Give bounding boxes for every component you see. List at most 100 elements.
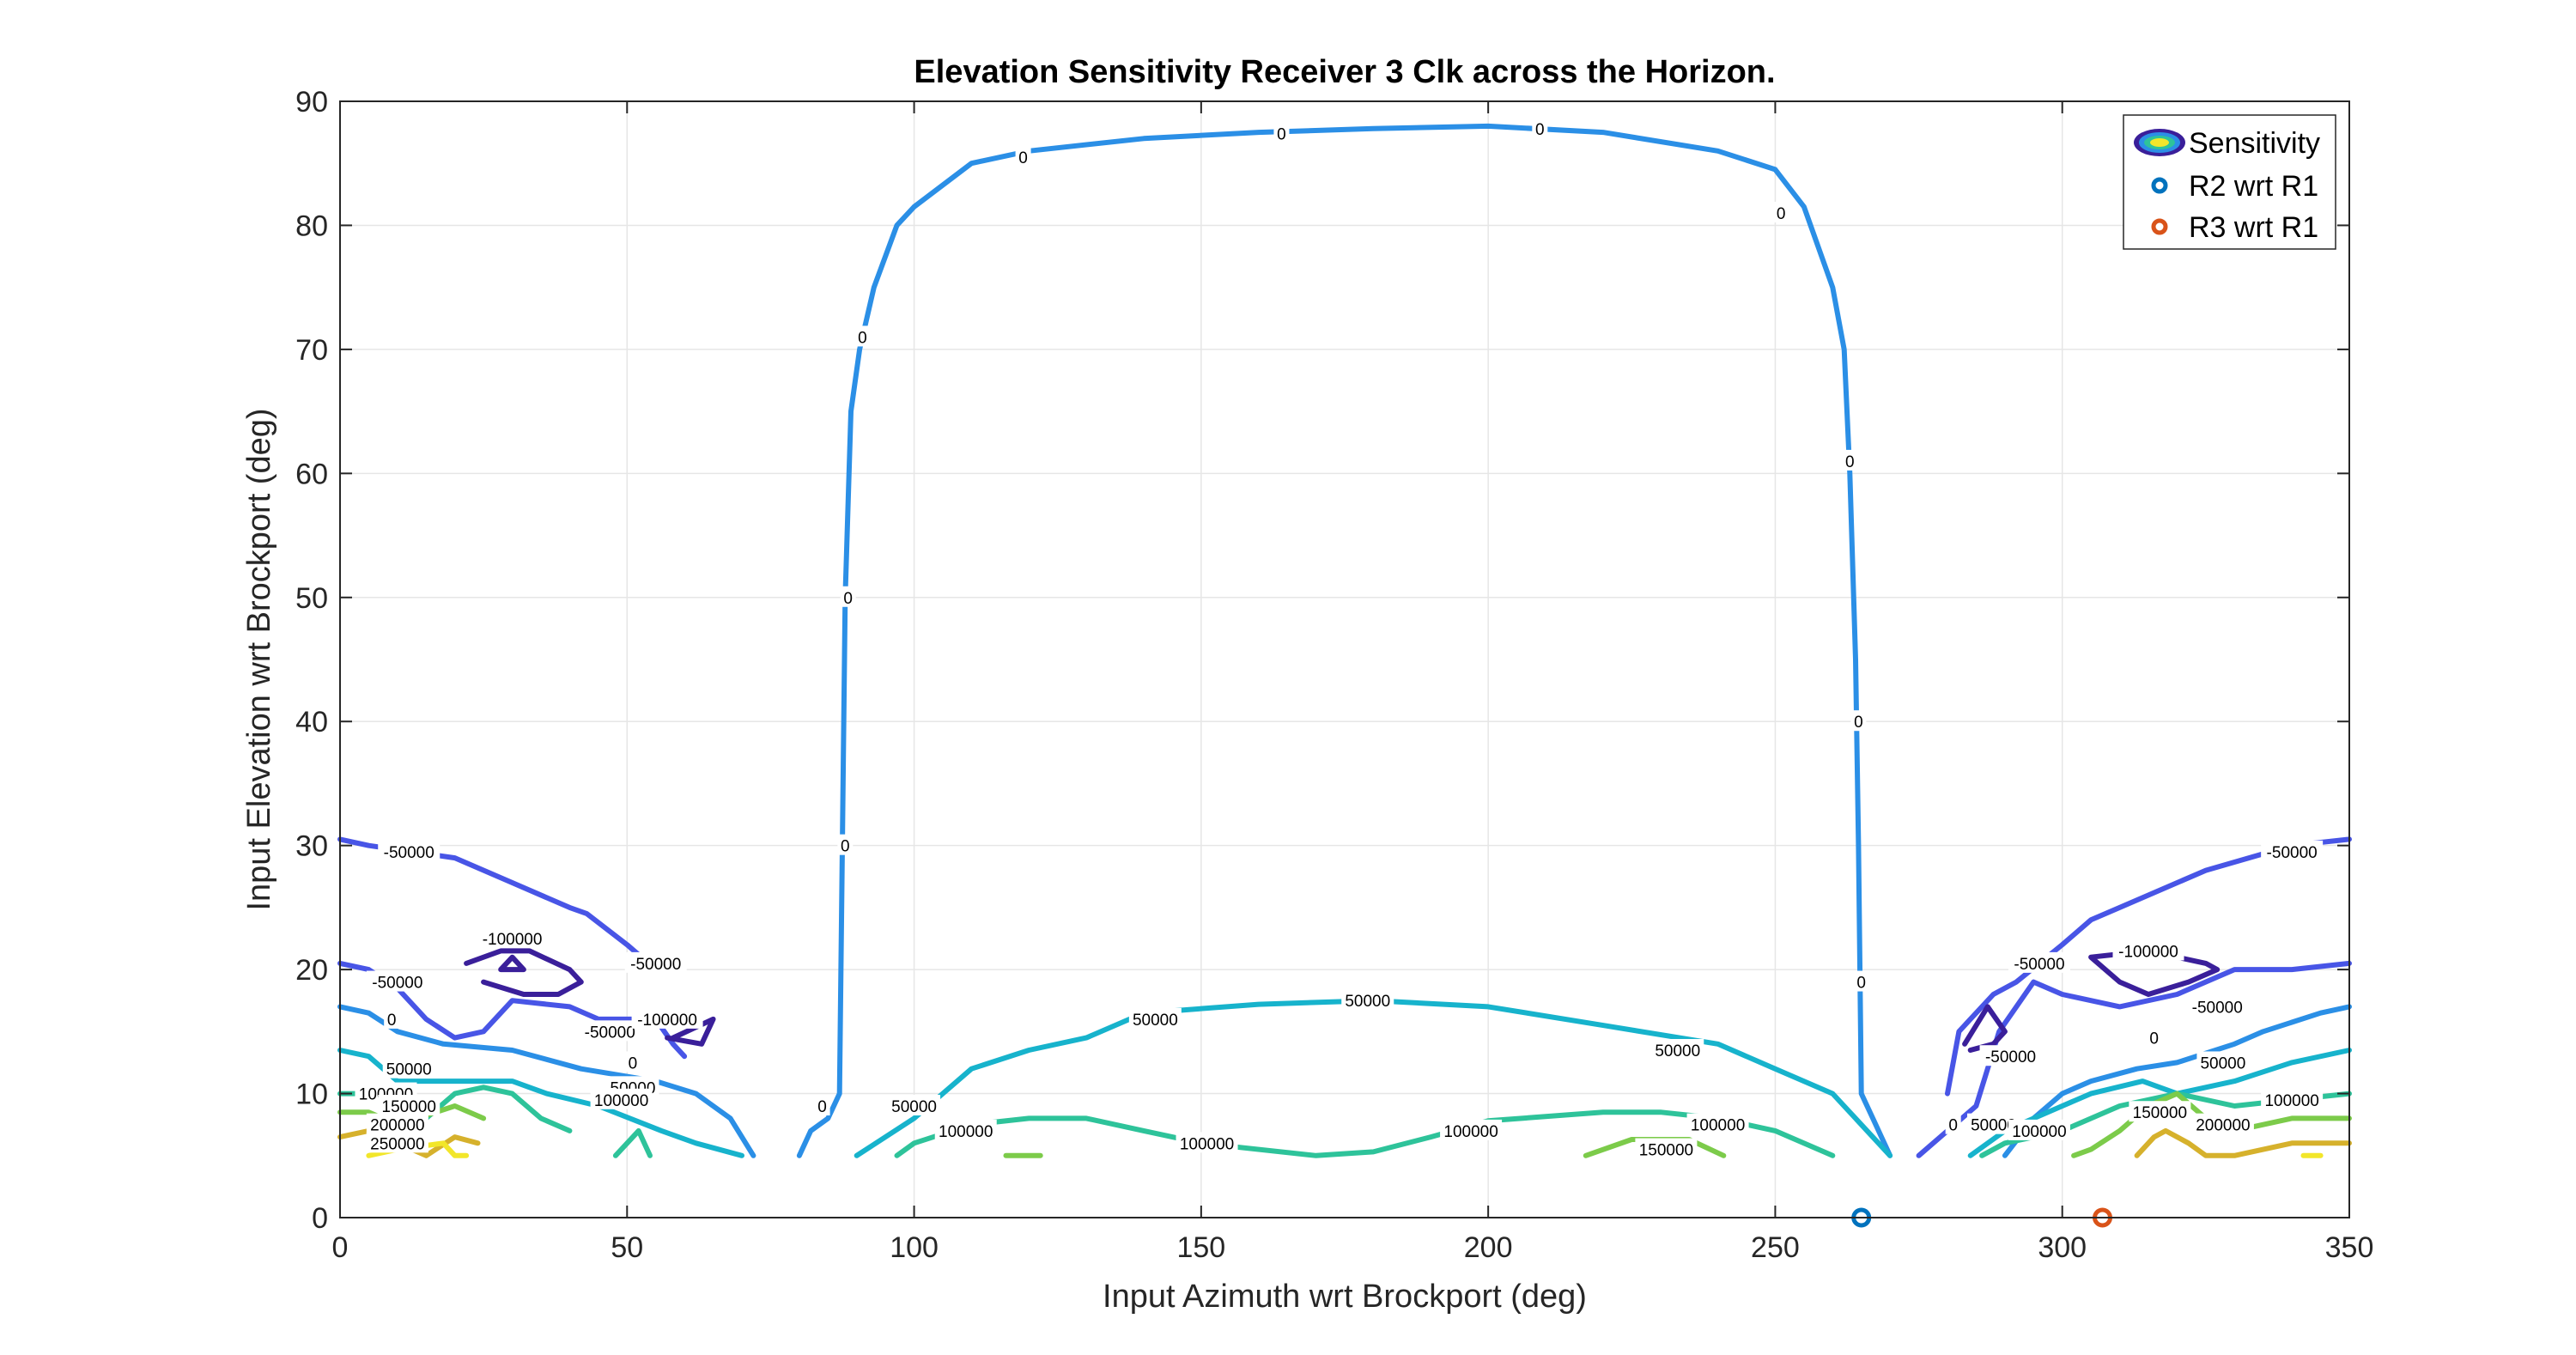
contour-label-text: -100000	[637, 1012, 697, 1030]
contour-label: 100000	[1686, 1113, 1749, 1135]
contour-label-text: -50000	[384, 844, 434, 862]
contour-label: 100000	[1176, 1132, 1238, 1153]
contour-label-bg	[1532, 117, 1548, 138]
contour-label-bg	[1273, 122, 1290, 143]
y-tick-label: 90	[295, 86, 328, 118]
contour-label-bg	[2186, 995, 2249, 1017]
contour-label: 0	[384, 1007, 400, 1030]
legend-label-sensitivity: Sensitivity	[2189, 127, 2320, 160]
x-tick-label: 0	[332, 1231, 349, 1264]
contour-label: 0	[1773, 202, 1789, 223]
contour-label: -50000	[2186, 995, 2249, 1017]
contour-label: 0	[840, 586, 856, 608]
contour-label-text: 200000	[2196, 1117, 2250, 1135]
contour-label-bg	[378, 840, 440, 861]
contour-label: -50000	[378, 840, 440, 862]
contour-label-text: 50000	[1345, 993, 1390, 1011]
r2-marker-icon	[2151, 177, 2168, 194]
contour-label-text: 0	[843, 590, 853, 608]
contour-label-bg	[631, 1007, 703, 1029]
y-tick-label: 20	[295, 954, 328, 987]
contour-label: 50000	[1651, 1039, 1704, 1060]
contour-label: 0	[624, 1051, 641, 1072]
chart-title: Elevation Sensitivity Receiver 3 Clk acr…	[914, 54, 1775, 90]
contour-label: 200000	[366, 1113, 428, 1135]
contour-label-text: 50000	[1971, 1117, 2016, 1135]
contour-label: 50000	[382, 1057, 435, 1079]
contour-label-bg	[1440, 1119, 1503, 1140]
contour-label: 50000	[1128, 1007, 1182, 1030]
contour-label: -50000	[2261, 840, 2324, 862]
contour-label: -50000	[624, 951, 687, 974]
r3-marker-icon	[2151, 218, 2168, 235]
contour-label: 150000	[378, 1095, 440, 1116]
contour-label-bg	[1979, 1045, 2042, 1066]
contour-line	[2071, 1091, 2352, 1158]
contour-label-text: 50000	[386, 1061, 432, 1079]
contour-label-text: 150000	[2133, 1104, 2187, 1122]
contour-line	[612, 1127, 653, 1158]
contour-label-text: 0	[841, 838, 850, 856]
x-tick-label: 300	[2038, 1231, 2087, 1264]
contour-label: -100000	[477, 927, 549, 949]
contour-label: 100000	[2008, 1119, 2070, 1141]
contour-label-bg	[1945, 1113, 1961, 1134]
contour-line	[337, 1004, 756, 1158]
contour-label-text: -50000	[630, 956, 681, 974]
contour-label-text: 0	[1856, 975, 1866, 993]
contour-label-bg	[2261, 1088, 2324, 1109]
contour-label-text: -50000	[2014, 956, 2064, 974]
y-tick-label: 10	[295, 1079, 328, 1111]
contour-label: 0	[837, 834, 854, 856]
contour-label-text: 0	[2149, 1030, 2159, 1048]
contour-label-text: -100000	[483, 931, 543, 949]
y-tick-label: 80	[295, 210, 328, 242]
contour-label-text: 100000	[594, 1092, 648, 1110]
contour-label-bg	[624, 1051, 641, 1072]
contour-label: 250000	[366, 1132, 428, 1153]
contour-label: 150000	[2129, 1101, 2191, 1122]
contour-label-bg	[1015, 146, 1031, 167]
contour-label-bg	[366, 970, 428, 992]
contour-label: 50000	[2196, 1051, 2250, 1072]
contour-line	[2134, 1127, 2352, 1158]
contour-label-bg	[1773, 202, 1789, 222]
contour-label-bg	[934, 1119, 997, 1140]
y-tick-label: 0	[312, 1202, 328, 1235]
contour-label-bg	[579, 1020, 641, 1042]
contour-labels: 00000 00000050000500005000050000100000100…	[355, 117, 2324, 1160]
contour-label-bg	[2129, 1101, 2191, 1122]
contour-label-bg	[384, 1007, 400, 1029]
contour-label-text: 0	[387, 1012, 397, 1030]
contour-label-bg	[590, 1088, 653, 1109]
contour-label-bg	[1850, 710, 1867, 732]
contour-label-bg	[1853, 970, 1869, 992]
contour-label-text: 100000	[1180, 1135, 1234, 1153]
contour-label: 50000	[1341, 989, 1394, 1011]
contour-label-text: 0	[817, 1098, 827, 1116]
x-tick-label: 200	[1464, 1231, 1513, 1264]
contour-label: -50000	[1979, 1045, 2042, 1066]
contour-label-bg	[840, 586, 856, 607]
x-tick-label: 250	[1751, 1231, 1800, 1264]
sensitivity-contour-icon	[2134, 129, 2185, 156]
x-tick-label: 350	[2325, 1231, 2374, 1264]
contour-label: -50000	[579, 1020, 641, 1042]
contour-label-text: 0	[1277, 126, 1286, 144]
contour-label-bg	[2146, 1026, 2162, 1048]
contour-label: 200000	[2191, 1113, 2254, 1135]
contour-label-bg	[814, 1095, 830, 1115]
contour-label-text: 50000	[1133, 1012, 1178, 1030]
contour-label-text: 100000	[939, 1123, 993, 1141]
contour-label: -100000	[631, 1007, 703, 1030]
contour-label-text: 200000	[370, 1117, 424, 1135]
contour-label: -100000	[2112, 939, 2184, 961]
contour-label: 0	[1842, 449, 1858, 471]
contour-label: 0	[1945, 1113, 1961, 1135]
contour-label: 0	[1532, 117, 1548, 139]
y-tick-label: 60	[295, 458, 328, 490]
y-axis-label: Input Elevation wrt Brockport (deg)	[241, 408, 277, 910]
contour-label-text: 0	[858, 329, 867, 347]
contour-label-text: 100000	[1691, 1117, 1745, 1135]
